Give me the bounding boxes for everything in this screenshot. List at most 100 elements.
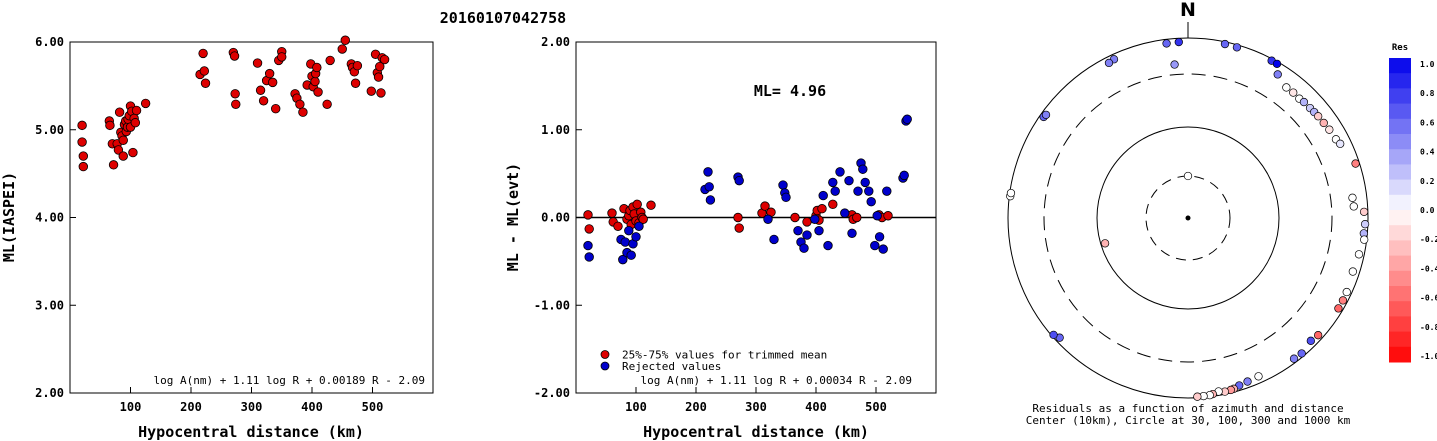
rejected-point	[799, 243, 809, 253]
x-ticks: 100 200 300 400 500	[625, 387, 887, 414]
rejected-point	[769, 234, 779, 245]
data-point	[366, 86, 376, 96]
data-point	[105, 120, 115, 131]
colorbar-label: -0.8	[1420, 323, 1437, 332]
colorbar-swatch	[1389, 179, 1411, 196]
data-point	[198, 48, 208, 59]
data-point	[883, 211, 893, 221]
station-marker	[1325, 125, 1334, 134]
x-tick-label: 500	[362, 400, 384, 414]
data-point	[379, 54, 390, 65]
data-point	[337, 44, 347, 54]
rejected-point	[872, 211, 882, 221]
colorbar-swatch	[1389, 134, 1411, 150]
station-marker	[1220, 39, 1230, 49]
station-marker	[1359, 207, 1369, 217]
data-point	[632, 199, 642, 210]
station-marker	[1174, 37, 1183, 47]
data-point	[140, 98, 151, 109]
data-point	[130, 118, 141, 128]
rejected-point	[823, 240, 833, 251]
rejected-point	[793, 225, 803, 236]
colorbar-swatch	[1389, 210, 1411, 226]
station-marker	[1049, 330, 1058, 340]
colorbar-label: -0.6	[1420, 294, 1437, 303]
data-point	[607, 208, 617, 218]
colorbar-swatch	[1389, 286, 1411, 302]
station-marker	[1273, 70, 1282, 79]
station-marker	[1348, 193, 1357, 202]
colorbar-label: -0.2	[1420, 235, 1437, 244]
legend-marker-rejected	[600, 361, 610, 371]
station-marker	[1351, 159, 1360, 168]
x-tick-label: 300	[241, 400, 263, 414]
y-tick-label: 4.00	[35, 211, 64, 225]
station-marker	[1289, 88, 1298, 97]
colorbar-swatch	[1389, 88, 1411, 105]
rejected-point	[840, 208, 850, 218]
data-point	[584, 224, 594, 234]
x-axis-label: Hypocentral distance (km)	[138, 423, 364, 441]
colorbar-swatch	[1389, 316, 1411, 333]
rejected-point	[634, 221, 644, 231]
rejected-point	[705, 195, 716, 205]
x-tick-label: 300	[745, 400, 767, 414]
data-point	[802, 217, 812, 227]
rejected-point	[874, 232, 885, 242]
station-marker	[1334, 304, 1343, 313]
colorbar-swatch	[1389, 301, 1411, 317]
rejected-point	[810, 214, 820, 224]
y-tick-label: 1.00	[541, 123, 570, 137]
colorbar-label: 1.0	[1420, 60, 1435, 69]
ring-100km	[1096, 126, 1280, 310]
rejected-point	[828, 177, 838, 188]
data-point	[583, 210, 593, 220]
data-point	[118, 151, 128, 161]
rejected-point	[624, 225, 634, 236]
data-point	[817, 204, 827, 214]
ml-annotation: ML= 4.96	[754, 82, 826, 100]
station-marker	[1349, 202, 1358, 211]
station-marker	[1360, 220, 1370, 229]
y-axis-label: ML - ML(evt)	[504, 163, 522, 271]
data-point	[325, 55, 335, 66]
colorbar-swatch	[1389, 346, 1411, 363]
rejected-point	[631, 232, 641, 242]
data-point	[77, 120, 87, 131]
station-marker	[1314, 331, 1323, 340]
x-tick-label: 200	[180, 400, 202, 414]
rejected-point	[878, 244, 888, 254]
colorbar-title: Res	[1392, 43, 1408, 53]
legend-label-rejected: Rejected values	[622, 360, 721, 373]
rejected-point	[781, 192, 791, 203]
figure-title: 20160107042758	[440, 9, 566, 27]
rejected-point	[847, 228, 857, 238]
data-point	[118, 135, 128, 145]
rejected-point	[704, 182, 714, 192]
rejected-point	[870, 240, 880, 251]
residual-colorbar: Res 1.0 0.8 0.6 0.4 0.2 0.0 -0.2 -0.4 -0.6 -0.8 -1…	[1389, 43, 1437, 363]
data-point	[828, 199, 838, 210]
data-point	[313, 87, 323, 97]
station-marker	[1041, 110, 1051, 119]
rejected-point	[778, 180, 788, 190]
data-point	[199, 66, 210, 76]
x-tick-label: 100	[625, 400, 647, 414]
station-marker	[1348, 267, 1357, 276]
data-point	[108, 160, 119, 170]
rejected-point	[830, 186, 840, 196]
data-point	[295, 99, 305, 110]
azimuth-polar-plot: N Residuals as a function of azimuth and…	[1006, 0, 1370, 427]
x-tick-label: 100	[120, 400, 142, 414]
legend-marker-inlier	[600, 350, 610, 359]
colorbar-swatch	[1389, 270, 1411, 287]
data-point	[77, 137, 87, 147]
station-marker	[1170, 60, 1179, 69]
colorbar-swatch	[1389, 103, 1411, 120]
data-point	[322, 99, 332, 110]
rejected-point	[882, 186, 892, 196]
rejected-point	[835, 167, 845, 177]
y-tick-label: 2.00	[35, 386, 64, 400]
data-point	[128, 147, 138, 158]
rejected-point	[864, 186, 874, 196]
